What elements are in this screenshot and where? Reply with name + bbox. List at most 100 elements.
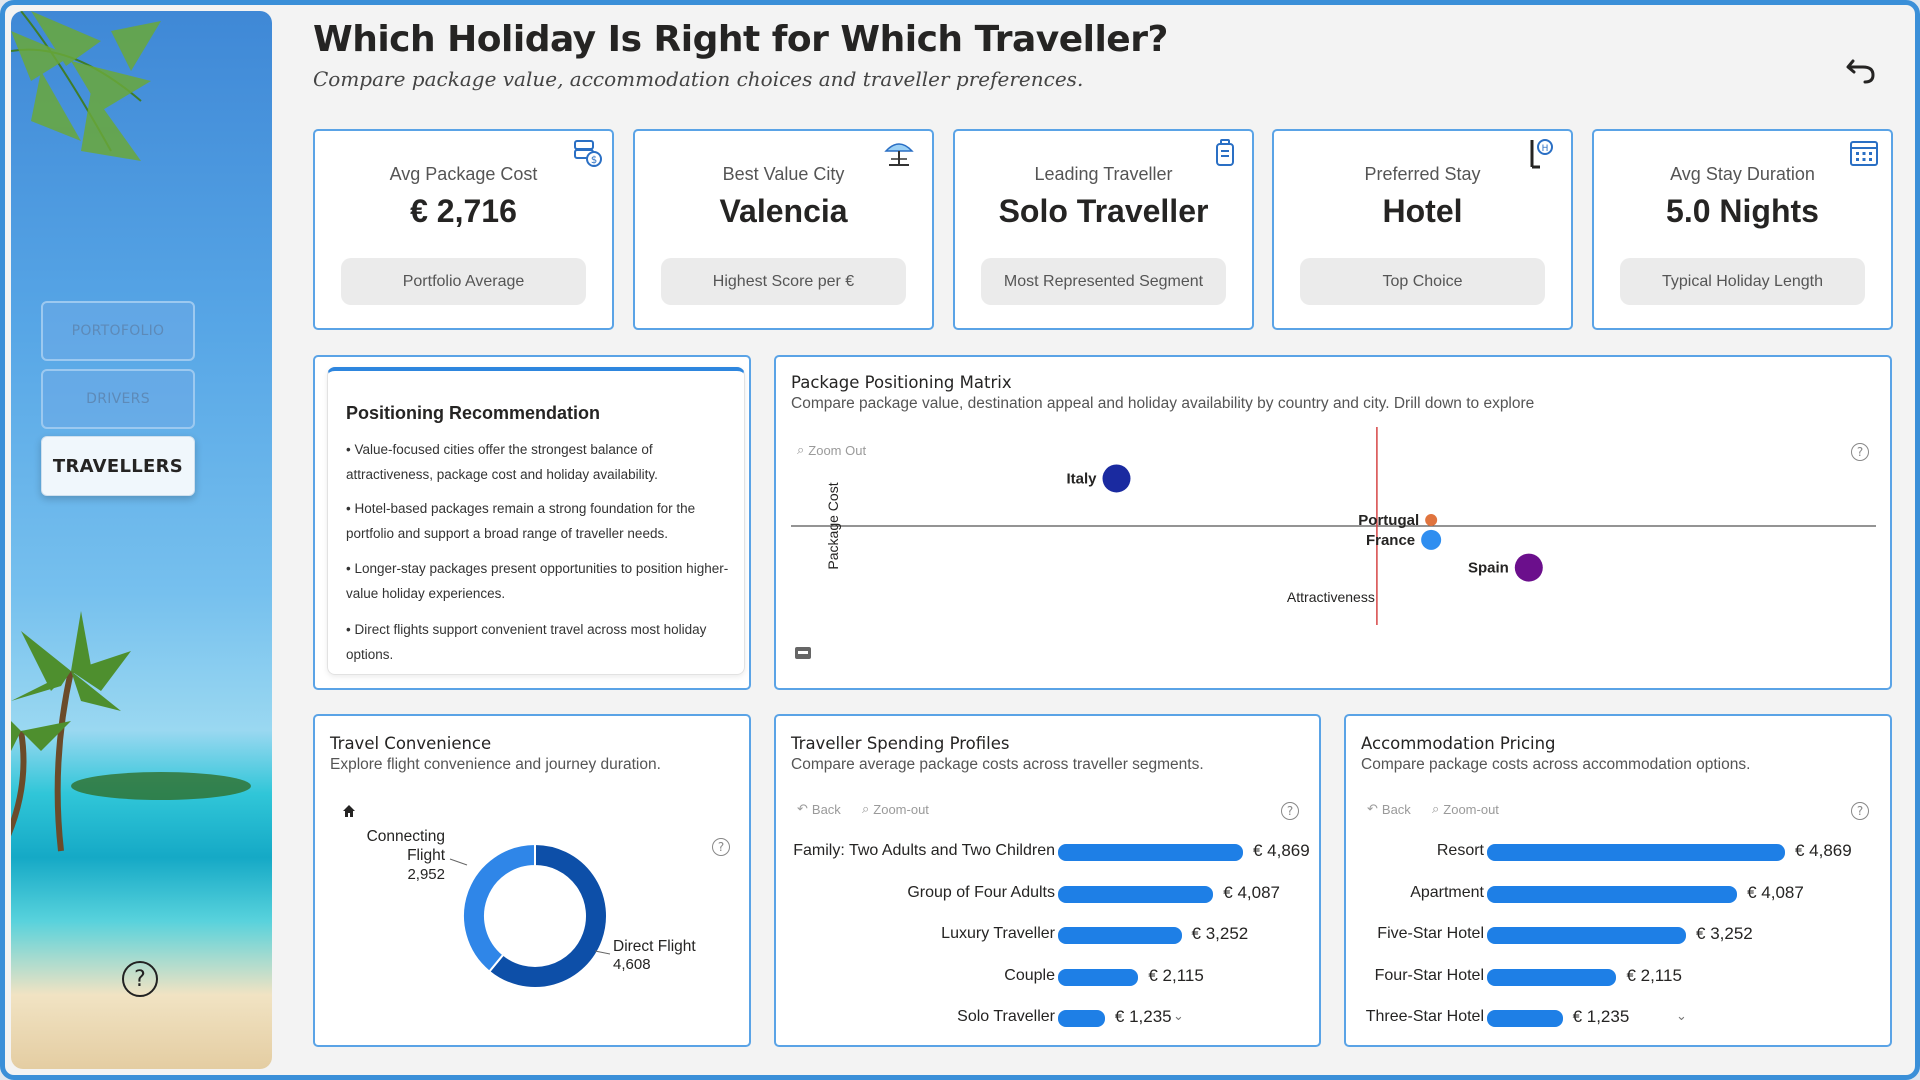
nav-travellers-button[interactable]: TRAVELLERS bbox=[41, 436, 195, 496]
matrix-title: Package Positioning Matrix bbox=[791, 373, 1012, 392]
beach-umbrella-icon bbox=[884, 143, 914, 166]
bar-category-label: Apartment bbox=[1410, 883, 1484, 901]
matrix-panel: Package Positioning Matrix Compare packa… bbox=[774, 355, 1892, 690]
bar-category-label: Family: Two Adults and Two Children bbox=[793, 842, 1055, 859]
spending-zoom-out-button[interactable]: ⌕ Zoom-out bbox=[862, 801, 929, 817]
nav-drivers-button[interactable]: DRIVERS bbox=[41, 369, 195, 429]
accommodation-back-button[interactable]: ↶ Back bbox=[1367, 801, 1411, 817]
bar[interactable] bbox=[1058, 844, 1243, 861]
bar[interactable] bbox=[1487, 1010, 1563, 1027]
bar[interactable] bbox=[1058, 885, 1214, 903]
bar-value-label: € 4,869 bbox=[1253, 841, 1310, 860]
hotel-sign-icon: H bbox=[1530, 139, 1553, 169]
back-icon: ↶ bbox=[797, 801, 808, 816]
zoom-out-icon: ⌕ bbox=[797, 442, 805, 457]
matrix-subtitle: Compare package value, destination appea… bbox=[791, 395, 1535, 412]
donut-label-connecting-flight-line2: Flight bbox=[407, 847, 446, 864]
zoom-out-label: Zoom-out bbox=[873, 801, 929, 817]
bar[interactable] bbox=[1487, 927, 1687, 944]
accommodation-bar-chart: Resort € 4,869 Apartment € 4,087 Five-Star H… bbox=[1346, 716, 1890, 1045]
point-portugal bbox=[1425, 514, 1438, 527]
chevron-down-icon[interactable]: ⌄ bbox=[1676, 1008, 1687, 1023]
kpi-note: Typical Holiday Length bbox=[1620, 258, 1865, 305]
accommodation-zoom-out-button[interactable]: ⌕ Zoom-out bbox=[1432, 801, 1499, 817]
donut-label-connecting-flight-line1: Connecting bbox=[367, 828, 445, 845]
kpi-label: Avg Stay Duration bbox=[1670, 164, 1815, 184]
page-title: Which Holiday Is Right for Which Travell… bbox=[313, 19, 1168, 60]
kpi-value: Hotel bbox=[1382, 193, 1463, 229]
bar-category-label: Four-Star Hotel bbox=[1374, 966, 1484, 984]
point-label-italy: Italy bbox=[1066, 470, 1097, 487]
help-button[interactable]: ? bbox=[122, 961, 158, 997]
bar[interactable] bbox=[1058, 1010, 1105, 1027]
point-label-spain: Spain bbox=[1468, 560, 1509, 577]
palm-trees-bottom bbox=[11, 611, 251, 852]
donut-value-direct-flight: 4,608 bbox=[613, 956, 651, 973]
convenience-panel: Travel Convenience Explore flight conven… bbox=[313, 714, 751, 1047]
donut-label-direct-flight: Direct Flight bbox=[613, 938, 696, 955]
donut-leader-direct bbox=[594, 950, 611, 955]
bar-category-label: Solo Traveller bbox=[957, 1008, 1055, 1025]
matrix-zoom-out-button[interactable]: ⌕ Zoom Out bbox=[797, 442, 866, 458]
luggage-icon bbox=[1216, 139, 1234, 166]
recommendation-bullet: • Hotel-based packages remain a strong f… bbox=[346, 501, 696, 541]
point-italy bbox=[1102, 464, 1131, 493]
point-france bbox=[1421, 529, 1442, 550]
svg-text:$: $ bbox=[591, 155, 597, 166]
help-icon[interactable]: ? bbox=[712, 838, 730, 856]
home-icon[interactable] bbox=[342, 804, 356, 818]
recommendation-bullet: • Longer-stay packages present opportuni… bbox=[346, 561, 729, 601]
donut-slice-connecting-flight bbox=[462, 842, 536, 974]
bar-category-label: Five-Star Hotel bbox=[1377, 925, 1484, 942]
bar[interactable] bbox=[1058, 927, 1182, 944]
kpi-card-preferred-stay: H Preferred Stay Hotel Top Choice bbox=[1272, 129, 1573, 330]
recommendation-bullet: • Value-focused cities offer the stronge… bbox=[346, 442, 658, 482]
page-subtitle: Compare package value, accommodation cho… bbox=[313, 67, 1084, 91]
bar-value-label: € 1,235 bbox=[1572, 1007, 1630, 1026]
bar-value-label: € 3,252 bbox=[1696, 924, 1753, 943]
accommodation-subtitle: Compare package costs across accommodati… bbox=[1361, 756, 1751, 773]
x-axis-label: Attractiveness bbox=[1287, 589, 1375, 605]
point-spain bbox=[1514, 553, 1543, 582]
back-label: Back bbox=[811, 801, 841, 817]
undo-icon[interactable] bbox=[1843, 51, 1879, 87]
keyboard-icon[interactable] bbox=[794, 646, 812, 660]
donut-leader-connecting bbox=[449, 858, 468, 866]
spending-back-button[interactable]: ↶ Back bbox=[797, 801, 841, 817]
kpi-label: Preferred Stay bbox=[1364, 164, 1481, 184]
help-icon[interactable]: ? bbox=[1281, 802, 1299, 820]
money-stack-icon: $ bbox=[574, 140, 602, 167]
back-icon: ↶ bbox=[1367, 801, 1378, 816]
help-icon[interactable]: ? bbox=[1851, 443, 1869, 461]
sidebar: PORTOFOLIO DRIVERS TRAVELLERS ? bbox=[11, 11, 272, 1069]
help-icon[interactable]: ? bbox=[1851, 802, 1869, 820]
bar[interactable] bbox=[1487, 844, 1785, 861]
spending-title: Traveller Spending Profiles bbox=[791, 734, 1010, 753]
kpi-card-avg-stay-duration: Avg Stay Duration 5.0 Nights Typical Hol… bbox=[1592, 129, 1893, 330]
accommodation-title: Accommodation Pricing bbox=[1361, 734, 1556, 753]
bar-value-label: € 3,252 bbox=[1191, 924, 1249, 943]
bar[interactable] bbox=[1487, 968, 1617, 986]
spending-subtitle: Compare average package costs across tra… bbox=[791, 756, 1204, 773]
kpi-card-avg-package-cost: $ Avg Package Cost € 2,716 Portfolio Ave… bbox=[313, 129, 614, 330]
kpi-value: Solo Traveller bbox=[998, 193, 1209, 229]
point-label-portugal: Portugal bbox=[1358, 512, 1419, 529]
bar-value-label: € 4,087 bbox=[1223, 882, 1281, 902]
nav-portofolio-button[interactable]: PORTOFOLIO bbox=[41, 301, 195, 361]
bar-category-label: Couple bbox=[1004, 966, 1055, 984]
chevron-down-icon[interactable]: ⌄ bbox=[1173, 1008, 1184, 1023]
bar-value-label: € 4,869 bbox=[1795, 841, 1852, 860]
kpi-card-leading-traveller: Leading Traveller Solo Traveller Most Re… bbox=[953, 129, 1254, 330]
convenience-title: Travel Convenience bbox=[330, 734, 492, 753]
bar[interactable] bbox=[1487, 885, 1738, 903]
point-label-france: France bbox=[1366, 532, 1415, 549]
bar[interactable] bbox=[1058, 968, 1139, 986]
bar-category-label: Group of Four Adults bbox=[907, 883, 1055, 901]
zoom-out-label: Zoom-out bbox=[1443, 801, 1499, 817]
donut-value-connecting-flight: 2,952 bbox=[407, 866, 445, 883]
recommendation-card: Positioning Recommendation • Value-focus… bbox=[327, 367, 745, 675]
recommendation-bullet: • Direct flights support convenient trav… bbox=[346, 622, 707, 662]
svg-text:H: H bbox=[1542, 144, 1549, 154]
